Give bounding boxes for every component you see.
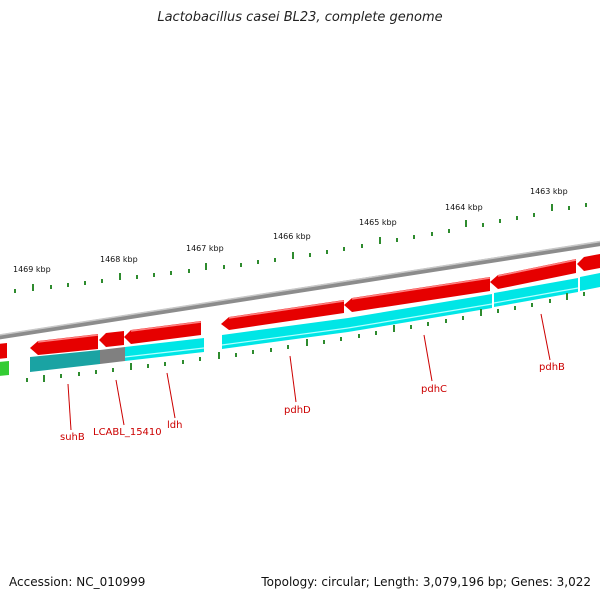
gene-label-LCABL_15410[interactable]: LCABL_15410 bbox=[93, 427, 162, 438]
forward-gene[interactable] bbox=[30, 334, 98, 355]
gene-label-pdhC[interactable]: pdhC bbox=[421, 384, 447, 395]
reverse-gene[interactable] bbox=[30, 350, 100, 372]
label-leaders bbox=[67, 313, 551, 431]
scale-label: 1469 kbp bbox=[13, 265, 51, 274]
inner-scale-ticks bbox=[26, 292, 585, 382]
scale-label: 1468 kbp bbox=[100, 255, 138, 264]
outer-scale-ticks bbox=[14, 203, 587, 293]
forward-gene[interactable] bbox=[221, 300, 344, 330]
scale-label: 1465 kbp bbox=[359, 218, 397, 227]
forward-gene[interactable] bbox=[0, 343, 7, 359]
scale-label: 1464 kbp bbox=[445, 203, 483, 212]
forward-strand-genes bbox=[0, 253, 600, 359]
forward-gene[interactable] bbox=[99, 331, 124, 347]
forward-gene[interactable] bbox=[490, 259, 576, 289]
reverse-gene[interactable] bbox=[580, 272, 600, 291]
scale-label: 1466 kbp bbox=[273, 232, 311, 241]
genome-summary-text: Topology: circular; Length: 3,079,196 bp… bbox=[261, 575, 591, 589]
gene-label-suhB[interactable]: suhB bbox=[60, 432, 85, 443]
genome-backbone bbox=[0, 241, 600, 340]
map-title: Lactobacillus casei BL23, complete genom… bbox=[157, 10, 443, 25]
forward-gene[interactable] bbox=[344, 277, 490, 312]
pseudogene[interactable] bbox=[100, 347, 125, 364]
scale-labels: 1469 kbp 1468 kbp 1467 kbp 1466 kbp 1465… bbox=[13, 187, 568, 274]
reverse-strand-genes bbox=[0, 272, 600, 376]
scale-label: 1467 kbp bbox=[186, 244, 224, 253]
gene-label-ldh[interactable]: ldh bbox=[167, 420, 182, 431]
scale-label: 1463 kbp bbox=[530, 187, 568, 196]
gene-label-pdhD[interactable]: pdhD bbox=[284, 405, 311, 416]
accession-text: Accession: NC_010999 bbox=[9, 575, 146, 589]
gene-label-pdhB[interactable]: pdhB bbox=[539, 362, 565, 373]
gene-labels: suhB LCABL_15410 ldh pdhD pdhC pdhB bbox=[60, 362, 565, 443]
forward-gene[interactable] bbox=[124, 321, 201, 344]
rna-gene[interactable] bbox=[0, 361, 9, 376]
forward-gene[interactable] bbox=[577, 253, 600, 271]
genome-backbone-highlight bbox=[0, 240, 600, 336]
